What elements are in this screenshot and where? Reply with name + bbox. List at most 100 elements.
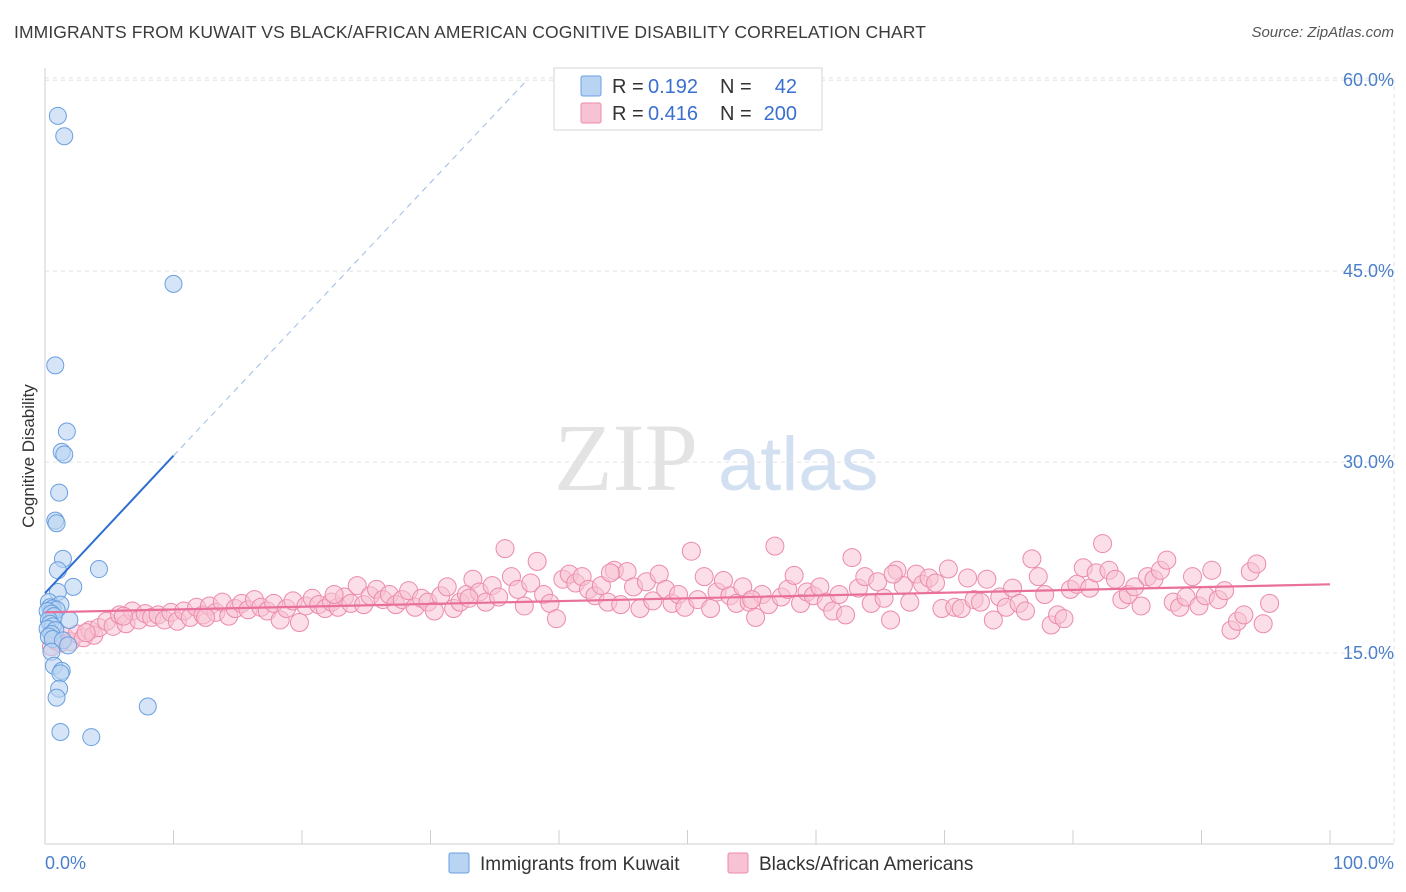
data-point-blue (51, 664, 70, 683)
data-point-blue (55, 127, 74, 146)
y-tick-label: 60.0% (1343, 70, 1394, 90)
data-point-pink (1131, 596, 1151, 616)
data-point-pink (926, 573, 946, 593)
data-point-pink (874, 588, 894, 608)
data-point-blue (164, 274, 183, 293)
data-point-pink (881, 610, 901, 630)
data-point-blue (48, 561, 67, 580)
data-point-blue (46, 356, 65, 375)
trend-line-blue-extension (173, 79, 528, 457)
data-point-pink (970, 592, 990, 612)
data-point-pink (1054, 609, 1074, 629)
data-point-pink (1093, 534, 1113, 554)
watermark-zip: ZIP (554, 404, 698, 511)
data-point-blue (82, 728, 101, 747)
data-point-pink (1202, 560, 1222, 580)
data-point-pink (289, 612, 309, 632)
legend-r-value-1: 0.192 (648, 76, 698, 98)
data-point-blue (48, 106, 67, 125)
data-point-pink (1105, 569, 1125, 589)
data-point-blue (55, 445, 74, 464)
data-point-pink (983, 610, 1003, 630)
data-point-pink (1035, 584, 1055, 604)
data-point-blue (47, 688, 66, 707)
data-point-pink (701, 598, 721, 618)
data-point-pink (643, 591, 663, 611)
axes (44, 68, 1394, 845)
legend-r-label-2: R = (612, 103, 644, 125)
watermark-atlas: atlas (718, 422, 879, 507)
data-point-pink (1247, 554, 1267, 574)
y-tick-label: 15.0% (1343, 643, 1394, 663)
data-point-pink (746, 607, 766, 627)
data-point-blue (59, 636, 78, 655)
data-point-pink (611, 595, 631, 615)
data-point-pink (495, 539, 515, 559)
data-point-pink (765, 536, 785, 556)
trend-lines (44, 79, 1331, 614)
series-immigrants-from-kuwait (38, 106, 183, 747)
data-point-pink (1253, 614, 1273, 634)
legend-swatch-blue (580, 75, 602, 97)
series-legend: Immigrants from Kuwait Blacks/African Am… (448, 852, 973, 875)
data-point-pink (347, 576, 367, 596)
series-blacks-african-americans (41, 534, 1280, 657)
data-point-blue (138, 697, 157, 716)
data-point-pink (1015, 601, 1035, 621)
y-axis-label: Cognitive Disability (19, 384, 38, 528)
data-point-pink (784, 565, 804, 585)
data-point-blue (60, 610, 79, 629)
data-point-blue (51, 722, 70, 741)
data-point-pink (938, 559, 958, 579)
trend-line-blue (44, 455, 175, 594)
data-point-pink (958, 568, 978, 588)
data-point-pink (1183, 567, 1203, 587)
y-tick-label: 45.0% (1343, 261, 1394, 281)
legend-n-value-1: 42 (775, 76, 797, 98)
tick-labels: 15.0% 30.0% 45.0% 60.0% 0.0% 100.0% (45, 70, 1394, 873)
x-tick-label: 100.0% (1333, 853, 1394, 873)
data-point-pink (681, 541, 701, 561)
data-point-pink (1260, 593, 1280, 613)
data-point-pink (1125, 577, 1145, 597)
data-point-pink (836, 605, 856, 625)
data-point-pink (600, 563, 620, 583)
chart-title: IMMIGRANTS FROM KUWAIT VS BLACK/AFRICAN … (14, 22, 927, 42)
legend-r-label-1: R = (612, 76, 644, 98)
data-point-pink (324, 584, 344, 604)
trend-line-pink (44, 583, 1331, 614)
data-point-blue (47, 514, 66, 533)
data-point-pink (694, 567, 714, 587)
data-point-pink (842, 548, 862, 568)
data-point-pink (977, 569, 997, 589)
data-point-pink (1215, 581, 1235, 601)
data-point-pink (514, 596, 534, 616)
x-tick-label: 0.0% (45, 853, 86, 873)
data-point-blue (50, 483, 69, 502)
data-point-pink (900, 592, 920, 612)
legend-n-label-1: N = (720, 76, 752, 98)
data-point-blue (64, 577, 83, 596)
data-point-pink (459, 588, 479, 608)
legend-n-value-2: 200 (764, 103, 797, 125)
data-point-pink (76, 623, 96, 643)
data-point-pink (742, 590, 762, 610)
data-point-pink (521, 573, 541, 593)
data-point-pink (1157, 550, 1177, 570)
data-point-pink (196, 607, 216, 627)
data-point-pink (1234, 605, 1254, 625)
legend-r-value-2: 0.416 (648, 103, 698, 125)
data-point-blue (57, 422, 76, 441)
y-tick-label: 30.0% (1343, 452, 1394, 472)
data-point-pink (868, 572, 888, 592)
series-legend-swatch-pink (727, 852, 749, 874)
data-point-pink (546, 609, 566, 629)
data-point-pink (527, 551, 547, 571)
correlation-legend: R = 0.192 N = 42 R = 0.416 N = 200 (553, 67, 823, 131)
data-point-blue (89, 560, 108, 579)
series-legend-label-blue: Immigrants from Kuwait (480, 854, 680, 875)
data-point-pink (883, 564, 903, 584)
data-point-pink (1022, 549, 1042, 569)
legend-n-label-2: N = (720, 103, 752, 125)
